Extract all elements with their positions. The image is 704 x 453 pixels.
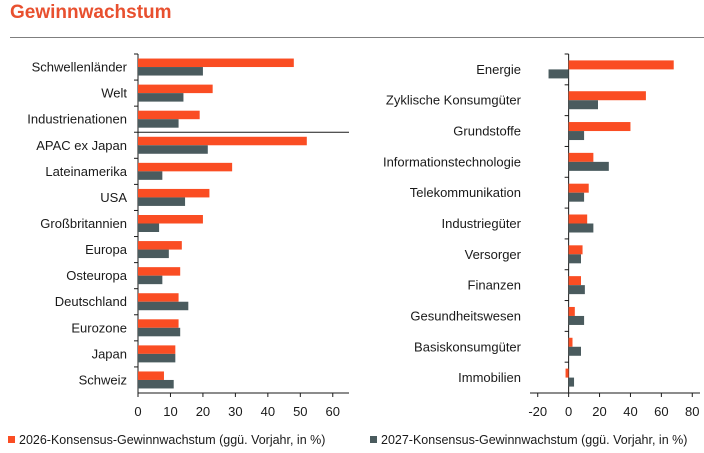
left-bar-2027 [138, 223, 160, 232]
legend-swatch-2027 [370, 436, 377, 443]
right-x-tick-label: 20 [592, 404, 606, 419]
left-x-tick-label: 30 [228, 404, 242, 419]
left-bar-2026 [138, 162, 233, 172]
right-bar-2026 [568, 91, 646, 101]
left-bar-2027 [138, 145, 208, 154]
right-category-label: Industriegüter [442, 216, 522, 231]
left-category-label: Industrienationen [27, 112, 127, 127]
right-category-label: Informationstechnologie [383, 154, 521, 169]
left-category-label: Eurozone [71, 320, 127, 335]
right-bar-2026 [568, 245, 583, 255]
right-bar-2027 [568, 315, 585, 325]
right-x-tick-label: 0 [565, 404, 572, 419]
right-x-tick-label: 40 [623, 404, 637, 419]
left-bar-2027 [138, 379, 174, 389]
left-bar-2026 [138, 84, 213, 94]
left-x-tick-label: 60 [326, 404, 340, 419]
right-bar-2027 [568, 161, 609, 171]
left-x-tick-label: 10 [163, 404, 177, 419]
left-bar-2026 [138, 58, 294, 68]
left-x-tick-label: 0 [134, 404, 141, 419]
left-category-label: Europa [85, 242, 128, 257]
left-bar-2026 [138, 293, 179, 302]
right-bar-2026 [568, 60, 674, 70]
left-bar-2027 [138, 353, 176, 363]
right-bar-2027 [568, 346, 581, 356]
right-category-label: Gesundheitswesen [410, 308, 521, 323]
left-bar-2027 [138, 249, 169, 259]
right-category-label: Grundstoffe [453, 124, 521, 139]
left-bar-2027 [138, 197, 186, 206]
right-bar-2027 [568, 377, 575, 387]
right-category-label: Basiskonsumgüter [414, 339, 522, 354]
left-bar-2026 [138, 215, 203, 224]
right-bar-2026 [568, 276, 581, 286]
left-category-label: Schweiz [79, 372, 127, 387]
left-bar-2027 [138, 171, 163, 180]
left-bar-2026 [138, 241, 182, 250]
left-category-label: Lateinamerika [45, 164, 127, 179]
right-bar-2026 [568, 306, 575, 316]
right-bar-2026 [565, 368, 569, 378]
left-category-label: Osteuropa [66, 268, 127, 283]
left-category-label: APAC ex Japan [36, 138, 127, 153]
right-bar-2026 [568, 122, 631, 132]
right-bar-2027 [548, 69, 569, 79]
right-category-label: Telekommunikation [410, 185, 521, 200]
legend-label-2026: 2026-Konsensus-Gewinnwachstum (ggü. Vorj… [19, 433, 326, 447]
left-bar-2026 [138, 267, 181, 276]
left-bar-2027 [138, 275, 163, 285]
left-bar-2027 [138, 67, 203, 76]
right-bar-2026 [568, 152, 594, 162]
right-bar-2026 [568, 183, 589, 193]
right-bar-2026 [568, 337, 573, 347]
left-category-label: Schwellenländer [32, 60, 128, 75]
right-bar-2027 [568, 192, 585, 202]
legend-item-2026: 2026-Konsensus-Gewinnwachstum (ggü. Vorj… [8, 433, 325, 447]
chart-title: Gewinnwachstum [10, 2, 172, 23]
left-x-tick-label: 40 [261, 404, 275, 419]
right-category-label: Energie [476, 62, 521, 77]
right-bar-2027 [568, 254, 581, 264]
left-bar-2026 [138, 110, 200, 120]
right-x-tick-label: 60 [654, 404, 668, 419]
left-category-label: Deutschland [55, 294, 127, 309]
left-x-tick-label: 20 [196, 404, 210, 419]
left-bar-2027 [138, 327, 181, 337]
left-bar-2026 [138, 371, 164, 380]
right-bar-2027 [568, 100, 598, 110]
left-category-label: Welt [101, 86, 127, 101]
left-bar-2027 [138, 119, 179, 128]
title-divider [10, 37, 704, 38]
right-x-tick-label: -20 [528, 404, 547, 419]
right-bar-2026 [568, 214, 588, 224]
right-category-label: Zyklische Konsumgüter [386, 93, 522, 108]
legend-item-2027: 2027-Konsensus-Gewinnwachstum (ggü. Vorj… [370, 433, 687, 447]
left-bar-2026 [138, 188, 210, 198]
left-category-label: USA [100, 190, 127, 205]
left-x-tick-label: 50 [293, 404, 307, 419]
right-bar-2027 [568, 131, 585, 141]
right-x-tick-label: 80 [685, 404, 699, 419]
left-bar-2026 [138, 136, 307, 146]
legend-label-2027: 2027-Konsensus-Gewinnwachstum (ggü. Vorj… [381, 433, 688, 447]
right-category-label: Versorger [465, 247, 522, 262]
left-bar-2026 [138, 345, 176, 354]
left-bar-2027 [138, 93, 184, 102]
right-category-label: Immobilien [458, 370, 521, 385]
left-category-label: Japan [92, 346, 127, 361]
legend-swatch-2026 [8, 436, 15, 443]
right-category-label: Finanzen [468, 278, 521, 293]
left-bar-2027 [138, 301, 189, 311]
right-bar-2027 [568, 285, 585, 295]
left-bar-2026 [138, 319, 179, 328]
right-bar-2027 [568, 223, 594, 233]
left-category-label: Großbritannien [40, 216, 127, 231]
